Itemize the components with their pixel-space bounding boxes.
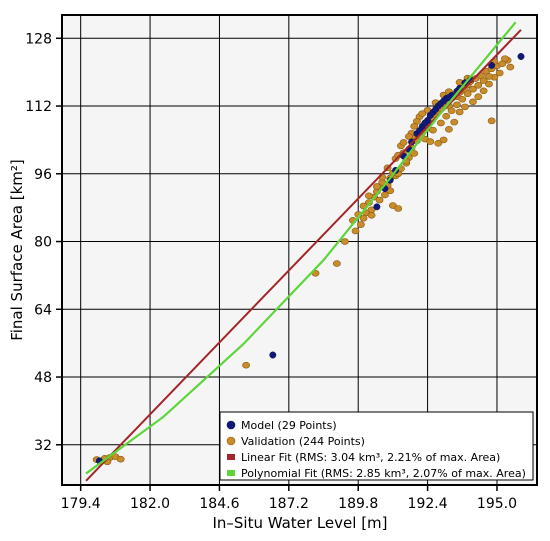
validation-point [479,87,488,95]
x-axis-title: In–Situ Water Level [m] [212,514,387,532]
validation-point [461,103,469,111]
validation-point [332,260,341,267]
y-tick-label: 48 [34,370,52,386]
legend-label: Validation (244 Points) [241,435,365,448]
validation-point [469,85,477,93]
validation-point [474,93,483,101]
x-tick-label: 189.8 [338,496,378,512]
data-series [85,21,525,482]
legend-label: Linear Fit (RMS: 3.04 km³, 2.21% of max.… [241,451,500,464]
validation-point [485,73,493,80]
y-tick-label: 32 [34,438,52,454]
y-axis: 32 48 64 80 96 112 128 [25,31,62,454]
validation-point [469,98,477,106]
validation-point [453,101,461,109]
x-tick-label: 187.2 [269,496,309,512]
validation-point [487,117,496,125]
validation-point [351,227,360,235]
legend-polynomial-marker [227,470,235,476]
validation-point [450,118,459,126]
model-point [269,351,277,359]
model-point [517,53,525,60]
validation-point [364,192,373,200]
validation-point [445,126,453,133]
validation-point [367,211,376,219]
y-tick-label: 96 [34,167,52,183]
validation-point [418,110,427,117]
legend-linear-marker [227,454,235,460]
validation-point [340,238,349,245]
validation-point [474,81,483,89]
y-tick-label: 112 [25,99,52,115]
x-tick-label: 184.6 [199,496,239,512]
legend-model-marker [226,420,236,430]
validation-point [399,139,408,146]
validation-point [506,63,515,71]
validation-point [242,361,251,369]
validation-point [372,183,381,190]
validation-point [439,136,448,144]
y-tick-label: 128 [25,31,52,47]
validation-point [455,108,464,116]
validation-point [479,77,488,84]
validation-point [442,112,451,120]
validation-point [463,90,472,98]
x-tick-label: 182.0 [130,496,170,512]
y-axis-title: Final Surface Area [km²] [8,159,26,341]
y-tick-label: 80 [34,235,52,251]
validation-point [495,69,504,77]
validation-point [434,139,443,147]
validation-point [375,196,384,204]
validation-point [405,133,413,140]
y-tick-label: 64 [34,302,52,318]
validation-point [426,138,435,145]
validation-point [429,126,437,134]
validation-point [380,191,389,199]
validation-point [116,455,125,463]
legend-box [219,411,534,481]
validation-point [485,80,493,88]
legend-validation-marker [226,436,236,446]
model-point [488,61,496,69]
validation-point [447,107,456,114]
polynomial-fit-line [85,21,517,475]
x-tick-label: 195.0 [477,496,517,512]
validation-point [394,205,403,212]
legend-label: Polynomial Fit (RMS: 2.85 km³, 2.07% of … [241,467,526,480]
model-point [421,119,429,127]
model-point [373,203,381,211]
x-axis: 179.4 182.0 184.6 187.2 189.8 192.4 195.0 [61,485,517,512]
plot-frame [61,14,538,486]
validation-point [458,95,467,103]
x-tick-label: 179.4 [61,496,101,512]
legend-label: Model (29 Points) [241,419,337,432]
legend: Model (29 Points) Validation (244 Points)… [219,411,534,481]
gridlines [62,15,537,485]
validation-point [437,119,445,127]
validation-point [410,123,419,130]
validation-point [356,221,365,228]
validation-point [501,55,509,62]
x-tick-label: 192.4 [408,496,448,512]
